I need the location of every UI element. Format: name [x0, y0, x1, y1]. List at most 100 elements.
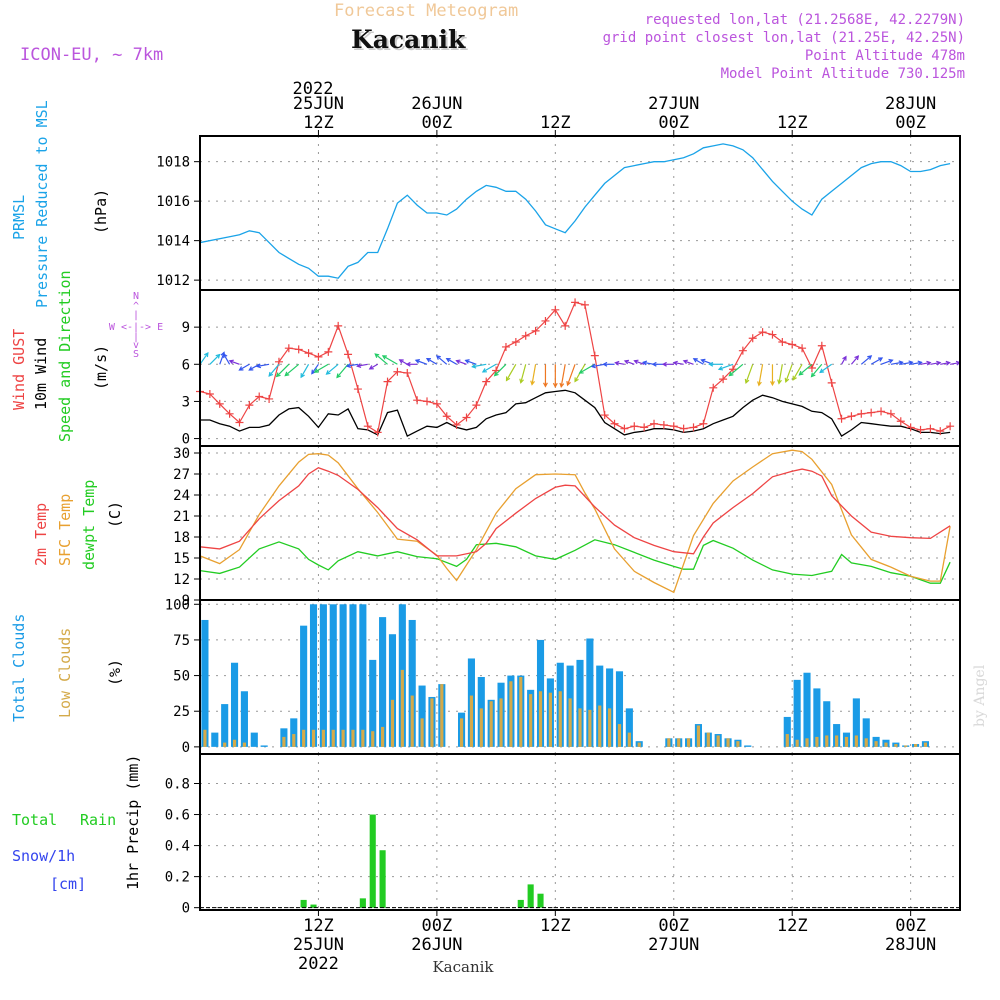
wind-arrow-head — [692, 358, 698, 363]
wind-arrow — [693, 358, 704, 365]
low-cloud-bar — [588, 709, 592, 747]
low-cloud-bar — [311, 729, 316, 747]
low-cloud-bar — [420, 718, 424, 747]
low-cloud-bar — [351, 729, 355, 747]
wind-arrow — [811, 363, 823, 377]
gust-point — [896, 417, 905, 426]
wind-arrow — [799, 363, 813, 376]
wind-arrow-head — [445, 357, 451, 363]
wind-arrow-head — [651, 361, 657, 367]
wind-arrow-head — [623, 359, 630, 365]
wind-arrow-head — [381, 355, 387, 360]
top-tick-label: 25JUN — [293, 94, 344, 114]
y-tick-label: 0 — [182, 432, 190, 448]
wind-arrow — [199, 352, 209, 365]
gust-point — [462, 413, 471, 422]
point-altitude: Point Altitude 478m — [805, 48, 965, 64]
low-cloud-bar — [844, 736, 849, 747]
wind-arrow — [436, 355, 448, 365]
bottom-tick-label: 25JUN — [293, 935, 344, 955]
top-tick-label: 27JUN — [648, 94, 699, 114]
wind-arrow-head — [700, 358, 706, 364]
gust-point — [620, 424, 629, 433]
gust-point — [600, 411, 609, 420]
wind-arrow-head — [455, 359, 461, 365]
y-tick-label: 25 — [173, 704, 190, 720]
wind-arrow-head — [566, 380, 571, 387]
y-tick-label: 0.2 — [165, 870, 190, 886]
gust-point — [788, 340, 797, 349]
low-cloud-bar — [825, 735, 829, 747]
temp-unit: (C) — [106, 501, 124, 528]
low-cloud-bar — [904, 745, 908, 747]
low-cloud-bar — [677, 738, 681, 747]
wind-arrow — [426, 358, 438, 365]
pressure-side-labels: PRMSL Pressure Reduced to MSL (hPa) — [10, 100, 110, 308]
bottom-tick-label: 26JUN — [411, 935, 462, 955]
low-cloud-bar — [598, 705, 602, 747]
gust-point — [827, 378, 836, 387]
wind-arrow — [615, 362, 625, 365]
gust-point — [738, 346, 747, 355]
low-cloud-bar — [548, 692, 552, 747]
top-tick-label: 00Z — [895, 113, 926, 133]
low-cloud-bar — [341, 729, 345, 747]
wind-arrow-head — [238, 366, 244, 371]
wind-arrow — [940, 362, 950, 365]
total-cloud-bar — [260, 745, 268, 747]
panel-frame — [199, 445, 961, 601]
total-cloud-bar — [369, 659, 377, 747]
gust-point — [472, 401, 481, 410]
wind-arrow-head — [543, 382, 548, 388]
gust-point — [699, 419, 708, 428]
y-tick-label: 1012 — [156, 273, 190, 289]
precip-panel: 0 0.2 0.4 0.6 0.8 — [165, 753, 961, 917]
grid-point-coords: grid point closest lon,lat (21.25E, 42.2… — [603, 30, 965, 46]
low-cloud-bar — [894, 744, 898, 747]
gust-point — [373, 428, 382, 437]
precip-unit: 1hr Precip (mm) — [124, 755, 142, 890]
wind-label-10m: 10m Wind — [32, 338, 50, 410]
wind-arrow-head — [633, 359, 639, 365]
gust-point — [334, 321, 343, 330]
compass-s: S — [133, 349, 139, 360]
total-cloud-bar — [379, 617, 387, 747]
wind-arrow — [841, 356, 847, 365]
pressure-unit: (hPa) — [92, 189, 110, 234]
low-cloud-bar — [519, 677, 523, 747]
y-tick-label: 0 — [182, 901, 190, 917]
model-label: ICON-EU, ~ 7km — [20, 45, 163, 65]
wind-arrow — [284, 363, 300, 376]
low-cloud-bar — [232, 739, 237, 747]
bottom-tick-label: 28JUN — [885, 935, 936, 955]
gust-point — [768, 330, 777, 339]
wind-arrow — [326, 363, 339, 375]
y-tick-label: 1018 — [156, 155, 190, 171]
wind-arrow — [673, 361, 684, 365]
wind-arrow-head — [936, 360, 942, 366]
wind-arrow-head — [471, 363, 477, 369]
top-tick-label: 12Z — [540, 113, 571, 133]
low-cloud-bar — [726, 738, 730, 747]
gust-point — [294, 345, 303, 354]
gust-point — [906, 423, 915, 432]
gust-point — [265, 394, 274, 403]
gust-point — [847, 412, 856, 421]
temp-side-labels: 2m Temp SFC Temp dewpt Temp (C) — [32, 480, 124, 570]
low-cloud-bar — [509, 681, 513, 747]
gust-point — [610, 419, 619, 428]
gust-point — [363, 422, 372, 431]
low-cloud-bar — [608, 708, 612, 747]
rain-bar — [517, 899, 524, 908]
wind-arrow — [446, 358, 457, 365]
gust-point — [837, 414, 846, 423]
wind-arrow-head — [917, 360, 923, 366]
low-cloud-bar — [440, 684, 444, 747]
total-cloud-bar — [240, 691, 248, 747]
gust-point — [551, 305, 560, 314]
wind-arrow-head — [325, 370, 331, 375]
total-cloud-bar — [221, 704, 229, 747]
y-tick-label: 0.6 — [165, 808, 190, 824]
wind-arrow — [472, 363, 487, 368]
